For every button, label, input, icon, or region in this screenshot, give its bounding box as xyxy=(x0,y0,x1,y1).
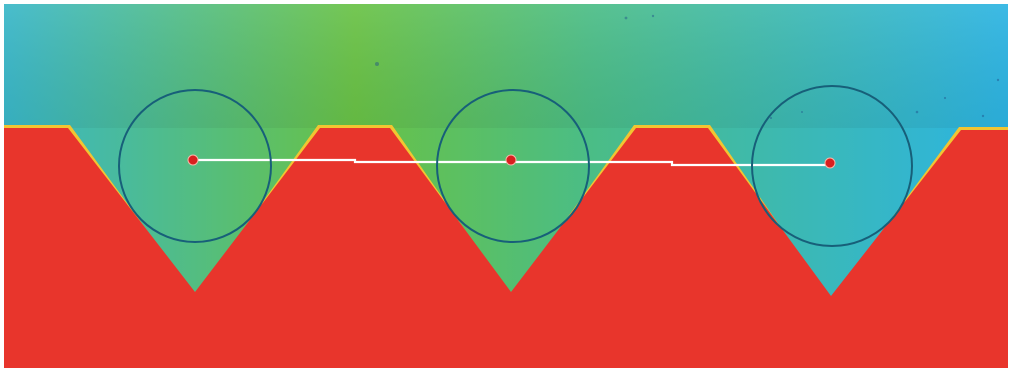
upper-field-shade xyxy=(4,4,1008,128)
center-marker-2 xyxy=(505,154,517,166)
center-marker-3 xyxy=(824,157,836,169)
gauge-circle-2 xyxy=(436,89,590,243)
thread-body xyxy=(4,128,1008,368)
center-marker-1 xyxy=(187,154,199,166)
gauge-circle-1 xyxy=(118,89,272,243)
gauge-wires xyxy=(118,85,913,247)
gauge-circle-3 xyxy=(751,85,913,247)
